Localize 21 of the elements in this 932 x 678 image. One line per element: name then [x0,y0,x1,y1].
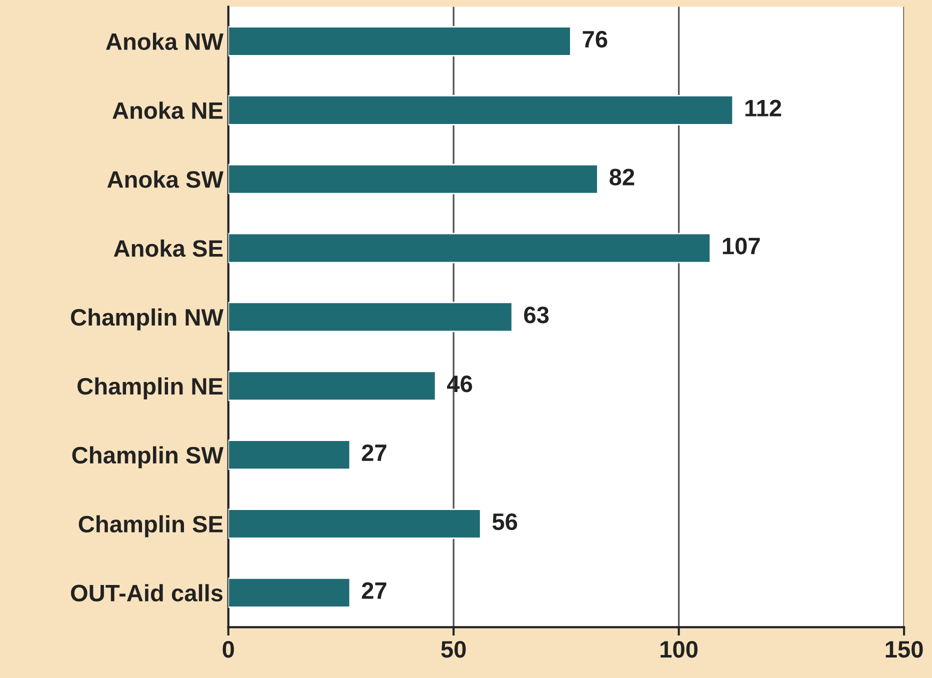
y-tick-label: Champlin NE [78,377,223,400]
data-label: 76 [582,30,608,48]
y-tick-label: Anoka NE [112,102,223,119]
data-label: 56 [492,513,518,530]
x-tick-label: 0 [222,640,234,658]
y-tick-label: Champlin NW [70,308,224,330]
data-label: 82 [610,168,634,186]
data-label: 63 [524,306,549,324]
x-tick-label: 150 [886,640,923,658]
y-tick-label: Champlin SW [72,446,224,468]
y-tick-label: Anoka NW [106,32,224,50]
y-tick-label: Anoka SW [107,170,224,188]
x-tick-label: 50 [441,640,466,658]
y-tick-label: OUT-Aid calls [70,584,223,602]
x-tick-label: 100 [660,640,698,658]
data-label: 27 [362,444,386,461]
data-label: 27 [362,582,386,599]
data-label: 107 [722,238,760,254]
data-label: 112 [745,100,782,116]
y-tick-label: Anoka SE [114,239,223,257]
y-tick-label: Champlin SE [78,515,223,538]
